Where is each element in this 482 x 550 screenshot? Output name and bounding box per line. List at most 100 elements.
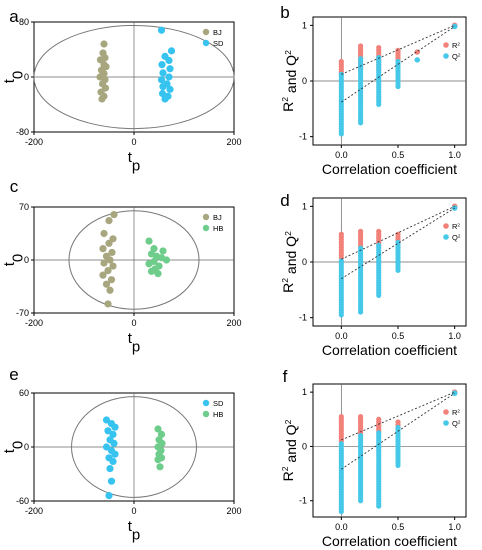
legend-marker-sd bbox=[202, 39, 210, 47]
y-tick-label: -1 bbox=[299, 496, 307, 506]
legend-marker-bj bbox=[202, 28, 210, 36]
y-axis-label: R2 and Q2 bbox=[280, 419, 299, 481]
data-point-sd bbox=[159, 83, 167, 91]
data-point-sd bbox=[165, 56, 173, 65]
x-tick-label: -200 bbox=[25, 318, 43, 328]
x-tick-label: 1.0 bbox=[448, 522, 461, 532]
q2-point bbox=[338, 441, 344, 447]
data-point-bj bbox=[100, 40, 108, 48]
legend-marker-r2 bbox=[443, 409, 449, 415]
data-point-sd bbox=[157, 26, 166, 34]
data-point-sd bbox=[158, 89, 167, 98]
data-point-hb bbox=[159, 247, 167, 255]
q2-point bbox=[338, 258, 344, 264]
r2-point bbox=[395, 419, 401, 425]
data-point-bj bbox=[99, 245, 107, 253]
confidence-ellipse bbox=[71, 396, 197, 498]
q2-point bbox=[376, 430, 382, 436]
x-tick-label: 200 bbox=[226, 318, 241, 328]
data-point-sd bbox=[167, 47, 176, 55]
data-point-bj bbox=[99, 271, 107, 279]
panel-d: 0.0 0.5 1.0 1 0 -1 Correlation coefficient R2 a… bbox=[280, 197, 467, 358]
panel-label-b: b bbox=[280, 3, 289, 22]
legend-marker-r2 bbox=[443, 223, 449, 229]
y-tick-label: 0 bbox=[302, 441, 307, 451]
panel-e: -200 0 200 60 0 -60 tp t0 SD HB bbox=[1, 388, 242, 543]
panel-label-d: d bbox=[280, 191, 289, 210]
r2-regression-line bbox=[341, 24, 455, 75]
panel-f: 0.0 0.5 1.0 1 0 -1 Correlation coefficient R2 a… bbox=[280, 383, 467, 549]
legend-marker-sd bbox=[202, 399, 210, 407]
panel-label-e: e bbox=[9, 365, 18, 384]
x-tick-label: -200 bbox=[25, 137, 43, 147]
data-point-bj bbox=[98, 95, 106, 103]
legend-marker-hb bbox=[202, 224, 210, 232]
y-tick-label: -80 bbox=[16, 127, 29, 137]
r2-point bbox=[338, 58, 344, 65]
x-tick-label: -200 bbox=[25, 506, 43, 516]
r2-point bbox=[358, 228, 364, 234]
legend-marker-r2 bbox=[443, 42, 449, 48]
x-axis-label: tp bbox=[128, 330, 141, 355]
data-point-sd bbox=[107, 477, 116, 485]
q2-regression-line bbox=[341, 392, 455, 470]
r2-point bbox=[376, 416, 382, 422]
data-point-hb bbox=[157, 430, 166, 438]
legend-label-bj: BJ bbox=[213, 213, 222, 222]
data-point-hb bbox=[147, 267, 156, 275]
data-point-sd bbox=[158, 61, 166, 69]
panel-b: 0.0 0.5 1.0 1 0 -1 Correlation coefficient R2 a… bbox=[280, 16, 467, 177]
data-point-sd bbox=[104, 427, 112, 435]
x-tick-label: 0.0 bbox=[335, 150, 348, 160]
r2-point bbox=[358, 43, 364, 49]
data-point-bj bbox=[100, 259, 108, 267]
data-point-sd bbox=[166, 85, 174, 93]
data-point-sd bbox=[111, 450, 119, 458]
y-tick-label: 0 bbox=[24, 255, 29, 265]
data-point-bj bbox=[100, 229, 108, 238]
data-point-sd bbox=[111, 423, 119, 431]
x-tick-label: 0 bbox=[131, 137, 136, 147]
y-axis-label: t0 bbox=[1, 71, 26, 84]
data-point-hb bbox=[154, 270, 162, 278]
panel-label-a: a bbox=[9, 7, 19, 26]
r2-point bbox=[376, 45, 382, 51]
data-point-bj bbox=[104, 300, 112, 308]
q2-point bbox=[451, 23, 458, 30]
legend-marker-q2 bbox=[443, 234, 449, 240]
y-tick-label: 60 bbox=[19, 388, 29, 398]
legend-label-r2: R2 bbox=[452, 222, 460, 231]
r2-point bbox=[376, 228, 382, 234]
x-tick-label: 1.0 bbox=[448, 150, 461, 160]
data-point-bj bbox=[108, 248, 116, 257]
q2-point bbox=[451, 390, 458, 397]
x-axis-label: tp bbox=[128, 518, 141, 543]
legend-marker-q2 bbox=[443, 420, 449, 426]
data-point-bj bbox=[105, 217, 113, 225]
data-point-bj bbox=[107, 276, 116, 284]
x-tick-label: 0 bbox=[131, 506, 136, 516]
y-tick-label: 1 bbox=[302, 387, 307, 397]
r2-point bbox=[395, 231, 401, 237]
data-point-sd bbox=[106, 465, 114, 473]
legend-label-q2: Q2 bbox=[452, 52, 461, 61]
data-point-sd bbox=[157, 76, 166, 84]
y-tick-label: 0 bbox=[24, 72, 29, 82]
q2-point bbox=[395, 58, 401, 65]
legend-marker-bj bbox=[202, 213, 210, 221]
data-point-sd bbox=[105, 492, 113, 500]
q2-regression-line bbox=[341, 26, 455, 103]
data-point-sd bbox=[159, 69, 167, 77]
x-tick-label: 0.5 bbox=[392, 331, 405, 341]
legend-label-q2: Q2 bbox=[452, 419, 461, 428]
permutation-plot-frame bbox=[312, 383, 467, 518]
data-point-bj bbox=[109, 262, 117, 270]
data-point-sd bbox=[102, 416, 111, 424]
data-point-hb bbox=[156, 463, 164, 471]
r2-point bbox=[338, 413, 344, 420]
y-tick-label: -60 bbox=[16, 496, 29, 506]
r2-regression-line bbox=[341, 391, 455, 441]
data-point-hb bbox=[145, 237, 153, 245]
q2-point bbox=[451, 205, 458, 211]
